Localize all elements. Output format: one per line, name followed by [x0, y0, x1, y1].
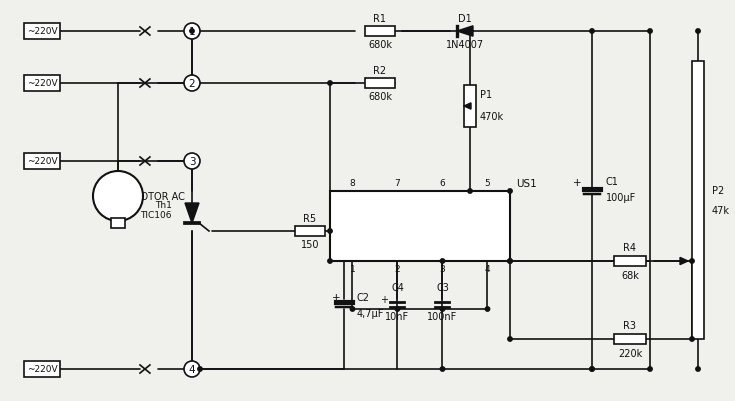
Text: 47k: 47k	[712, 205, 730, 215]
Text: 5: 5	[484, 179, 490, 188]
Text: 680k: 680k	[368, 40, 392, 50]
Circle shape	[696, 30, 700, 34]
Text: Th1: Th1	[155, 201, 172, 210]
Text: D1: D1	[458, 14, 472, 24]
Text: +: +	[381, 294, 389, 304]
Circle shape	[184, 76, 200, 92]
Circle shape	[351, 307, 355, 312]
Circle shape	[190, 30, 194, 34]
Text: U2008: U2008	[400, 227, 440, 237]
Bar	[614, 256, 646, 266]
Text: 2: 2	[395, 265, 401, 274]
Circle shape	[440, 367, 445, 371]
Circle shape	[467, 30, 472, 34]
Circle shape	[648, 367, 652, 371]
Bar	[24, 76, 60, 92]
Text: R4: R4	[623, 242, 637, 252]
Text: P2: P2	[712, 186, 724, 196]
Text: 1: 1	[350, 265, 356, 274]
Circle shape	[696, 367, 700, 371]
Text: 1N4007: 1N4007	[446, 40, 484, 50]
Circle shape	[508, 189, 512, 194]
Circle shape	[508, 259, 512, 263]
Circle shape	[328, 229, 332, 234]
Circle shape	[648, 30, 652, 34]
Circle shape	[508, 337, 512, 341]
Text: R1: R1	[373, 14, 387, 24]
Text: 100nF: 100nF	[427, 311, 458, 321]
Bar	[692, 62, 704, 339]
Text: C2: C2	[356, 292, 370, 302]
Bar	[330, 192, 510, 261]
Circle shape	[328, 81, 332, 86]
Text: MOTOR AC: MOTOR AC	[132, 192, 185, 201]
Circle shape	[395, 307, 400, 312]
Circle shape	[328, 259, 332, 263]
Text: ~220V: ~220V	[26, 365, 57, 374]
Circle shape	[93, 172, 143, 221]
Text: 100μF: 100μF	[606, 192, 637, 203]
Text: ~220V: ~220V	[26, 157, 57, 166]
Circle shape	[690, 259, 694, 263]
Text: 10nF: 10nF	[385, 311, 409, 321]
Polygon shape	[464, 103, 471, 110]
Circle shape	[440, 307, 445, 312]
Text: 7: 7	[395, 179, 401, 188]
Text: ~220V: ~220V	[26, 27, 57, 36]
Text: 1: 1	[189, 27, 196, 37]
Circle shape	[485, 307, 490, 312]
Circle shape	[467, 189, 472, 194]
Circle shape	[184, 24, 200, 40]
Circle shape	[467, 30, 472, 34]
Text: 4,7μF: 4,7μF	[356, 308, 384, 318]
Text: 68k: 68k	[621, 270, 639, 280]
Circle shape	[508, 259, 512, 263]
Circle shape	[589, 367, 594, 371]
Text: 3: 3	[440, 265, 445, 274]
Text: +: +	[573, 178, 582, 188]
Bar	[464, 86, 476, 128]
Circle shape	[440, 259, 445, 263]
Text: 4: 4	[484, 265, 490, 274]
Text: R5: R5	[304, 213, 317, 223]
Bar	[24, 154, 60, 170]
Text: 3: 3	[189, 157, 196, 166]
Text: 470k: 470k	[480, 112, 504, 122]
Bar	[111, 219, 125, 229]
Circle shape	[198, 367, 202, 371]
Circle shape	[589, 30, 594, 34]
Text: 220k: 220k	[618, 348, 642, 358]
Text: C4: C4	[391, 282, 404, 292]
Bar	[365, 79, 395, 89]
Bar	[365, 27, 395, 37]
Bar	[24, 24, 60, 40]
Text: R2: R2	[373, 66, 387, 76]
Circle shape	[589, 367, 594, 371]
Circle shape	[690, 337, 694, 341]
Bar	[295, 227, 325, 237]
Circle shape	[184, 154, 200, 170]
Text: 150: 150	[301, 239, 319, 249]
Bar	[614, 334, 646, 344]
Text: 6: 6	[440, 179, 445, 188]
Bar	[24, 361, 60, 377]
Circle shape	[184, 361, 200, 377]
Text: C3: C3	[436, 282, 449, 292]
Text: 2: 2	[189, 79, 196, 89]
Text: TIC106: TIC106	[140, 211, 172, 220]
Text: ~220V: ~220V	[26, 79, 57, 88]
Polygon shape	[457, 27, 473, 37]
Text: 4: 4	[189, 364, 196, 374]
Polygon shape	[680, 258, 688, 265]
Text: 680k: 680k	[368, 92, 392, 102]
Text: +: +	[332, 292, 340, 302]
Text: 8: 8	[350, 179, 356, 188]
Polygon shape	[185, 203, 199, 223]
Text: R3: R3	[623, 320, 637, 330]
Text: P1: P1	[480, 90, 492, 100]
Text: US1: US1	[516, 178, 537, 188]
Text: C1: C1	[606, 176, 619, 186]
